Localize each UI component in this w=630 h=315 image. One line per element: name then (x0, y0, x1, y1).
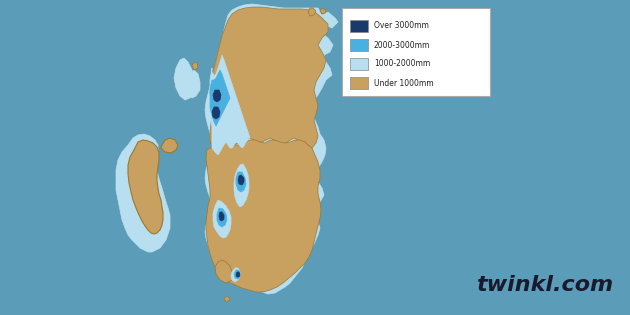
Polygon shape (212, 107, 220, 119)
Polygon shape (210, 55, 250, 145)
Polygon shape (174, 58, 194, 100)
Text: 1000-2000mm: 1000-2000mm (374, 60, 430, 68)
Polygon shape (212, 104, 248, 155)
Polygon shape (234, 270, 240, 279)
Polygon shape (186, 70, 200, 98)
Polygon shape (217, 208, 227, 227)
Polygon shape (219, 212, 224, 221)
Bar (350, 20, 368, 32)
Polygon shape (192, 62, 198, 70)
Polygon shape (236, 172, 246, 192)
Polygon shape (215, 260, 233, 283)
Polygon shape (224, 296, 230, 302)
Bar (342, 8, 490, 96)
Polygon shape (236, 272, 240, 277)
Polygon shape (116, 134, 170, 252)
Polygon shape (234, 164, 249, 207)
Bar (350, 77, 368, 89)
Polygon shape (161, 138, 178, 153)
Polygon shape (205, 4, 338, 294)
Text: Under 1000mm: Under 1000mm (374, 78, 433, 88)
Text: 2000-3000mm: 2000-3000mm (374, 41, 430, 49)
Bar (350, 39, 368, 51)
Polygon shape (213, 90, 221, 102)
Text: Over 3000mm: Over 3000mm (374, 21, 429, 31)
Polygon shape (210, 7, 328, 152)
Text: twinkl.com: twinkl.com (476, 275, 614, 295)
Polygon shape (320, 8, 326, 14)
Polygon shape (213, 200, 231, 238)
Polygon shape (206, 140, 321, 292)
Polygon shape (238, 175, 244, 185)
Bar (350, 58, 368, 70)
Polygon shape (210, 70, 230, 126)
Polygon shape (231, 268, 240, 282)
Polygon shape (128, 140, 163, 234)
Polygon shape (308, 8, 316, 16)
